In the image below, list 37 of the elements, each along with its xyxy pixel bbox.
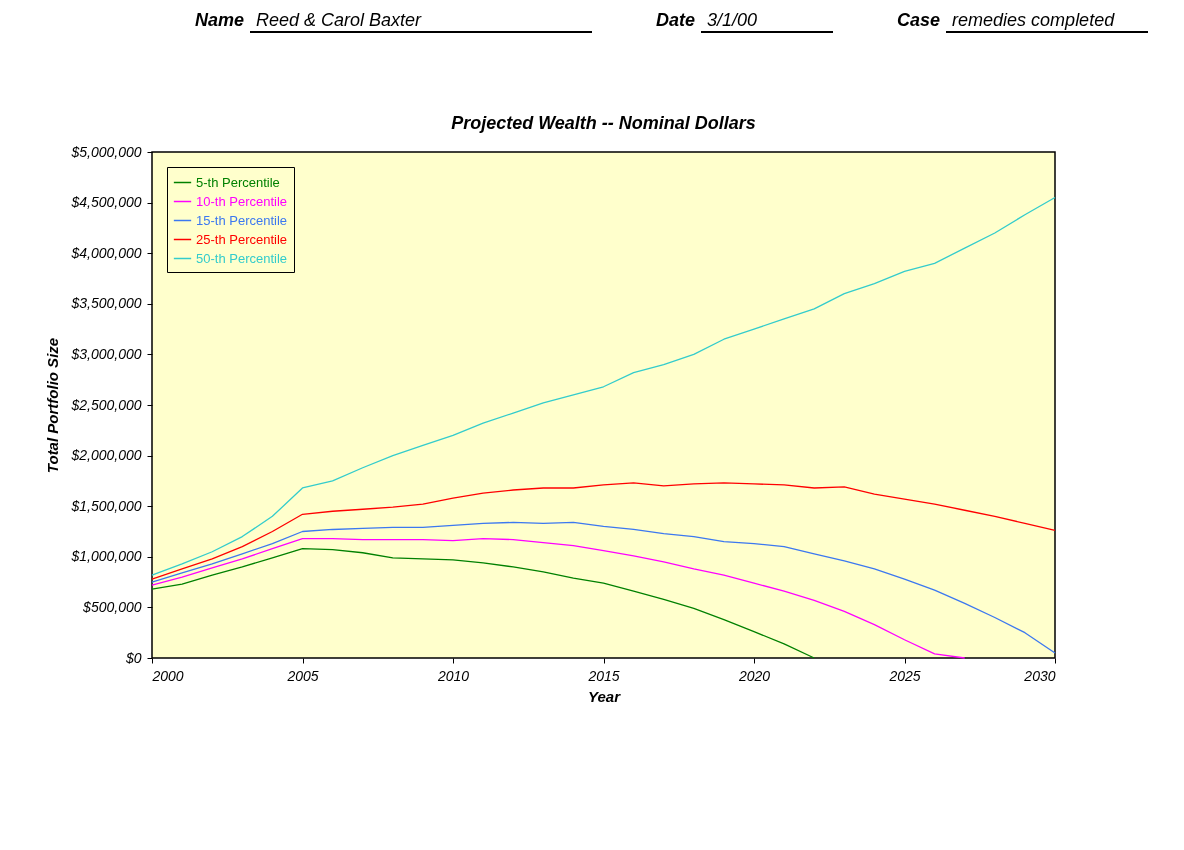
y-tick-label: $2,000,000 (70, 447, 142, 464)
y-tick-label: $4,000,000 (70, 244, 142, 261)
legend-label: 10-th Percentile (196, 193, 288, 209)
legend-label: 25-th Percentile (196, 231, 288, 247)
y-tick-label: $0 (124, 649, 142, 666)
y-tick-label: $4,500,000 (70, 194, 142, 211)
text: Reed & Carol Baxter (250, 10, 593, 33)
y-tick-label: $1,000,000 (70, 548, 142, 565)
legend-label: 15-th Percentile (196, 212, 288, 228)
y-tick-label: $3,500,000 (70, 295, 142, 312)
x-tick-label: 2005 (286, 667, 319, 684)
y-tick-label: $2,500,000 (70, 396, 142, 413)
text: Name (195, 10, 245, 31)
x-tick-label: 2030 (1023, 667, 1056, 684)
x-axis-title: Year (588, 687, 622, 705)
chart-title: Projected Wealth -- Nominal Dollars (451, 113, 756, 133)
text: Case (897, 10, 941, 31)
legend-label: 5-th Percentile (196, 174, 280, 190)
line-series (151, 548, 815, 659)
line-series (151, 537, 966, 659)
x-tick-label: 2000 (151, 667, 184, 684)
x-tick-label: 2020 (737, 667, 771, 684)
line-series (151, 482, 1056, 580)
text: 3/1/00 (701, 10, 834, 33)
x-tick-label: 2010 (436, 667, 470, 684)
x-tick-label: 2015 (587, 667, 620, 684)
legend-label: 50-th Percentile (196, 250, 288, 266)
y-tick-label: $5,000,000 (70, 143, 142, 160)
y-tick-label: $3,000,000 (70, 345, 142, 362)
x-tick-label: 2025 (888, 667, 921, 684)
y-tick-label: $500,000 (82, 598, 142, 615)
y-axis-title: Total Portfolio Size (44, 337, 62, 474)
y-tick-label: $1,500,000 (70, 497, 142, 514)
line-series (151, 521, 1056, 654)
text: remedies completed (946, 10, 1149, 33)
line-series (151, 196, 1056, 576)
text: Date (656, 10, 696, 31)
